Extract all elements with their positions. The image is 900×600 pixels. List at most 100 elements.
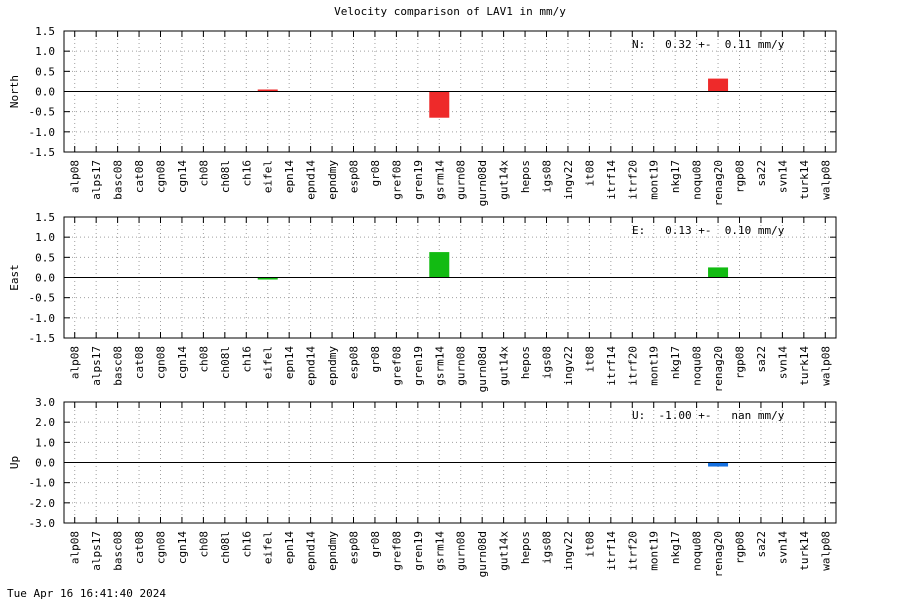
north-xtick-label: it08 — [583, 160, 596, 187]
north-bar-renag20 — [708, 78, 729, 92]
east-ytick-label: 0.5 — [35, 251, 55, 264]
up-xtick-label: epn14 — [283, 531, 296, 564]
north-bar-gsrm14 — [429, 91, 450, 118]
north-xtick-label: epndmy — [326, 160, 339, 200]
east-xtick-label: noqu08 — [691, 346, 704, 386]
up-xtick-label: noqu08 — [691, 531, 704, 571]
east-ytick-label: -1.0 — [29, 312, 56, 325]
up-xtick-label: basc08 — [112, 531, 125, 571]
east-axis-label: East — [8, 264, 21, 291]
north-ytick-label: 0.5 — [35, 65, 55, 78]
north-xtick-label: ch16 — [240, 160, 253, 187]
east-xtick-label: walp08 — [819, 346, 832, 386]
north-xtick-label: igs08 — [541, 160, 554, 193]
north-xtick-label: hepos — [519, 160, 532, 193]
east-xtick-label: rgp08 — [734, 346, 747, 379]
north-xtick-label: sa22 — [755, 160, 768, 187]
east-xtick-label: itrf14 — [605, 346, 618, 386]
up-ytick-label: 3.0 — [35, 396, 55, 409]
east-xtick-label: gsrm14 — [433, 346, 446, 386]
north-xtick-label: walp08 — [819, 160, 832, 200]
north-xtick-label: gut14x — [498, 160, 511, 200]
east-xtick-label: sa22 — [755, 346, 768, 373]
north-ytick-label: -0.5 — [29, 106, 56, 119]
up-bar-renag20 — [708, 462, 729, 467]
east-bar-gsrm14 — [429, 252, 450, 278]
east-ytick-label: -1.5 — [29, 332, 56, 345]
up-xtick-label: igs08 — [541, 531, 554, 564]
up-xtick-label: ch08 — [197, 531, 210, 558]
up-xtick-label: renag20 — [712, 531, 725, 577]
up-xtick-label: walp08 — [819, 531, 832, 571]
up-xtick-label: cgn08 — [155, 531, 168, 564]
north-xtick-label: gref08 — [390, 160, 403, 200]
north-bar-eifel — [257, 89, 278, 92]
north-ytick-label: -1.0 — [29, 126, 56, 139]
east-xtick-label: turk14 — [798, 346, 811, 386]
east-xtick-label: gr08 — [369, 346, 382, 373]
up-ytick-label: 0.0 — [35, 457, 55, 470]
east-xtick-label: epndmy — [326, 346, 339, 386]
up-ytick-label: -1.0 — [29, 477, 56, 490]
up-ytick-label: 1.0 — [35, 436, 55, 449]
north-xtick-label: alp08 — [69, 160, 82, 193]
east-xtick-label: ch08 — [197, 346, 210, 373]
up-xtick-label: itrf14 — [605, 531, 618, 571]
east-ytick-label: 1.5 — [35, 211, 55, 224]
east-xtick-label: svn14 — [776, 346, 789, 379]
up-xtick-label: epndmy — [326, 531, 339, 571]
east-xtick-label: eifel — [262, 346, 275, 379]
up-xtick-label: nkg17 — [669, 531, 682, 564]
north-xtick-label: epnd14 — [305, 160, 318, 200]
east-ytick-label: -0.5 — [29, 292, 56, 305]
up-xtick-label: sa22 — [755, 531, 768, 558]
east-xtick-label: epnd14 — [305, 346, 318, 386]
north-xtick-label: rgp08 — [734, 160, 747, 193]
east-xtick-label: it08 — [583, 346, 596, 373]
east-xtick-label: gurn08 — [455, 346, 468, 386]
east-xtick-label: ch08l — [219, 346, 232, 379]
north-xtick-label: gurn08 — [455, 160, 468, 200]
north-xtick-label: eifel — [262, 160, 275, 193]
east-ytick-label: 1.0 — [35, 231, 55, 244]
east-xtick-label: cgn14 — [176, 346, 189, 379]
up-xtick-label: gurn08 — [455, 531, 468, 571]
up-xtick-label: ch16 — [240, 531, 253, 558]
north-xtick-label: gr08 — [369, 160, 382, 187]
north-xtick-label: renag20 — [712, 160, 725, 206]
north-xtick-label: ingv22 — [562, 160, 575, 200]
up-xtick-label: mont19 — [648, 531, 661, 571]
north-xtick-label: cat08 — [133, 160, 146, 193]
up-xtick-label: turk14 — [798, 531, 811, 571]
east-xtick-label: gren19 — [412, 346, 425, 386]
east-xtick-label: mont19 — [648, 346, 661, 386]
north-axis-label: North — [8, 75, 21, 108]
timestamp: Tue Apr 16 16:41:40 2024 — [7, 587, 166, 600]
north-ytick-label: 0.0 — [35, 86, 55, 99]
north-ytick-label: 1.5 — [35, 25, 55, 38]
east-xtick-label: itrf20 — [626, 346, 639, 386]
up-xtick-label: svn14 — [776, 531, 789, 564]
up-xtick-label: alps17 — [90, 531, 103, 571]
north-xtick-label: svn14 — [776, 160, 789, 193]
up-xtick-label: alp08 — [69, 531, 82, 564]
up-xtick-label: ch08l — [219, 531, 232, 564]
east-xtick-label: epn14 — [283, 346, 296, 379]
up-xtick-label: esp08 — [348, 531, 361, 564]
east-bar-renag20 — [708, 267, 729, 278]
up-xtick-label: cat08 — [133, 531, 146, 564]
north-ytick-label: 1.0 — [35, 45, 55, 58]
north-xtick-label: basc08 — [112, 160, 125, 200]
north-xtick-label: gren19 — [412, 160, 425, 200]
up-ytick-label: -2.0 — [29, 497, 56, 510]
up-xtick-label: gsrm14 — [433, 531, 446, 571]
east-xtick-label: ch16 — [240, 346, 253, 373]
east-xtick-label: gurn08d — [476, 346, 489, 392]
north-xtick-label: mont19 — [648, 160, 661, 200]
north-xtick-label: itrf20 — [626, 160, 639, 200]
north-xtick-label: gurn08d — [476, 160, 489, 206]
north-xtick-label: ch08 — [197, 160, 210, 187]
north-annotation: N: 0.32 +- 0.11 mm/y — [632, 38, 785, 51]
east-xtick-label: basc08 — [112, 346, 125, 386]
